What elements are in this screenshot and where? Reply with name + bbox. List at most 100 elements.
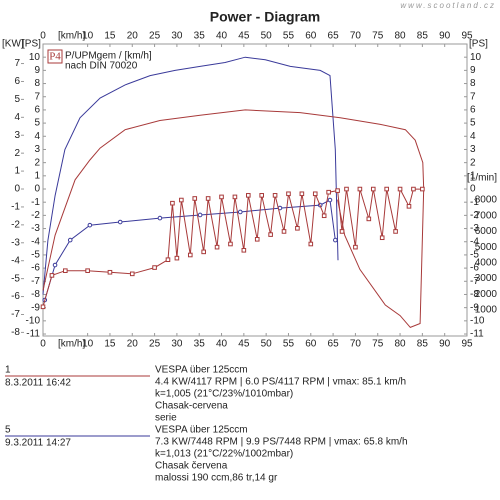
point — [40, 304, 46, 310]
run-number: 5 — [5, 425, 11, 436]
y-tick-label: -4 — [11, 255, 20, 266]
point — [353, 244, 358, 250]
y2-tick-label: -6 — [31, 263, 40, 274]
y3-tick-label: 4000 — [475, 257, 498, 268]
point — [85, 268, 90, 273]
x-tick-label-bottom: 40 — [216, 339, 228, 350]
x-tick-label-top: 20 — [127, 31, 139, 42]
legend: P4 P/UPMgem / [km/h] nach DIN 70020 — [47, 49, 152, 72]
y-tick-label: -6 — [11, 291, 20, 302]
y2-tick-label-right: 6 — [470, 105, 476, 116]
point — [107, 269, 113, 275]
x-tick-label-top: 50 — [261, 31, 273, 42]
point — [63, 268, 68, 273]
point — [237, 209, 243, 215]
x-tick-label-top: 0 — [40, 31, 46, 42]
x-tick-label-top: 70 — [350, 31, 362, 42]
point — [370, 186, 376, 192]
point — [179, 197, 184, 203]
y-axis-label: [KW] — [2, 39, 24, 50]
run-info: malossi 190 ccm,86 tr,14 gr — [155, 473, 278, 484]
point — [420, 186, 425, 192]
x-tick-label-bottom: 55 — [283, 339, 295, 350]
y-tick-label: 3 — [14, 130, 20, 141]
x-tick-label-top: 85 — [417, 31, 429, 42]
y2-tick-label: 4 — [34, 131, 40, 142]
y2-tick-label: -10 — [26, 315, 41, 326]
point — [165, 257, 171, 263]
y2-tick-label: -11 — [26, 329, 40, 340]
run-info: VESPA über 125ccm — [155, 365, 248, 376]
x-tick-label-top: 10 — [82, 31, 94, 42]
x-axis-label-bottom: [km/h] — [58, 339, 85, 350]
point — [49, 273, 55, 278]
y2-tick-label: 0 — [34, 184, 40, 195]
series-line — [42, 56, 339, 295]
y-tick-label: 7 — [14, 58, 20, 69]
run-info: 7.3 KW/7448 RPM | 9.9 PS/7448 RPM | vmax… — [155, 437, 408, 448]
point — [246, 193, 251, 198]
y-tick-label: 2 — [14, 148, 20, 159]
point — [326, 189, 331, 195]
point — [52, 262, 58, 268]
y2-tick-label-right: 8 — [470, 78, 476, 89]
y2-tick-label-right: 9 — [470, 65, 476, 76]
y2-axis-label-right: [PS] — [469, 39, 488, 50]
x-tick-label-top: 40 — [216, 31, 228, 42]
y3-tick-label: 6000 — [475, 226, 498, 237]
point — [333, 237, 338, 243]
point — [339, 229, 345, 234]
point — [406, 204, 412, 209]
x-tick-label-bottom: 50 — [261, 339, 273, 350]
y-tick-label: -3 — [11, 237, 20, 248]
run-info: VESPA über 125ccm — [155, 425, 248, 436]
y2-tick-label: -9 — [31, 302, 40, 313]
point — [299, 191, 305, 197]
y-tick-label: 0 — [14, 184, 20, 195]
point — [219, 194, 224, 200]
point — [286, 191, 291, 197]
y2-tick-label-right: 0 — [470, 184, 476, 195]
y-tick-label: 1 — [14, 166, 20, 177]
x-tick-label-bottom: 60 — [305, 339, 317, 350]
x-tick-label-bottom: 75 — [372, 339, 384, 350]
point — [379, 235, 385, 241]
y3-tick-label: 3000 — [475, 273, 498, 284]
y2-tick-label-right: 5 — [470, 118, 476, 129]
series-line — [42, 187, 423, 307]
y-tick-label: -1 — [11, 202, 20, 213]
y2-tick-label: -8 — [31, 289, 40, 300]
point — [201, 249, 206, 255]
watermark: www.scootland.cz — [400, 1, 496, 10]
x-tick-label-top: 80 — [394, 31, 406, 42]
y-tick-label: 5 — [14, 94, 20, 105]
point — [152, 265, 157, 270]
point — [187, 252, 193, 258]
y-tick-label: 6 — [14, 76, 20, 87]
y-tick-label: 4 — [14, 112, 20, 123]
legend-line: P/UPMgem / [km/h] — [65, 51, 152, 62]
point — [357, 186, 363, 192]
y2-tick-label: -1 — [31, 197, 40, 208]
point — [197, 212, 203, 218]
y2-tick-label-right: 10 — [470, 52, 482, 63]
y2-tick-label: 2 — [34, 157, 40, 168]
point — [321, 213, 327, 219]
y2-tick-label: 3 — [34, 144, 40, 155]
x-tick-label-bottom: 20 — [127, 339, 139, 350]
chart-title: Power - Diagram — [210, 9, 320, 25]
point — [129, 271, 135, 277]
y3-tick-label: 2000 — [475, 289, 498, 300]
y2-tick-label-right: 4 — [470, 131, 476, 142]
y2-tick-label-right: -10 — [470, 315, 485, 326]
x-tick-label-top: 95 — [461, 31, 473, 42]
x-tick-label-bottom: 0 — [40, 339, 46, 350]
y2-tick-label-right: -5 — [470, 250, 479, 261]
x-tick-label-top: 25 — [149, 31, 161, 42]
x-tick-label-top: 60 — [305, 31, 317, 42]
y2-tick-label: -3 — [31, 223, 40, 234]
point — [393, 229, 398, 234]
x-tick-label-bottom: 45 — [238, 339, 250, 350]
point — [366, 216, 372, 222]
y3-tick-label: 5000 — [475, 242, 498, 253]
